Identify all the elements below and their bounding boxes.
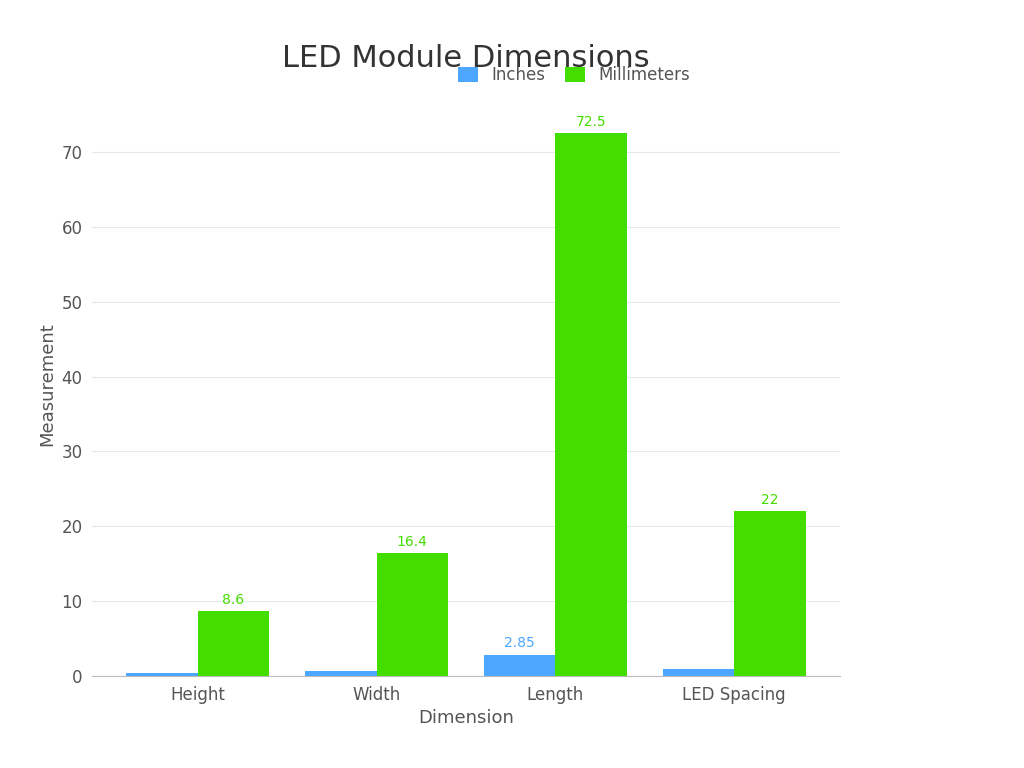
Bar xyxy=(555,134,627,676)
Bar xyxy=(126,674,198,676)
X-axis label: Dimension: Dimension xyxy=(418,709,514,727)
Bar xyxy=(305,671,377,676)
Bar xyxy=(198,611,269,676)
Text: 72.5: 72.5 xyxy=(575,115,606,129)
Bar xyxy=(377,553,449,676)
Text: 2.85: 2.85 xyxy=(504,636,535,650)
Title: LED Module Dimensions: LED Module Dimensions xyxy=(282,44,650,73)
Text: 22: 22 xyxy=(761,493,778,507)
Bar xyxy=(663,670,734,676)
Y-axis label: Measurement: Measurement xyxy=(38,322,55,446)
Text: 8.6: 8.6 xyxy=(222,593,245,607)
Text: 16.4: 16.4 xyxy=(397,535,428,548)
Legend: Inches, Millimeters: Inches, Millimeters xyxy=(451,60,696,91)
Bar xyxy=(734,511,806,676)
Bar xyxy=(483,654,555,676)
